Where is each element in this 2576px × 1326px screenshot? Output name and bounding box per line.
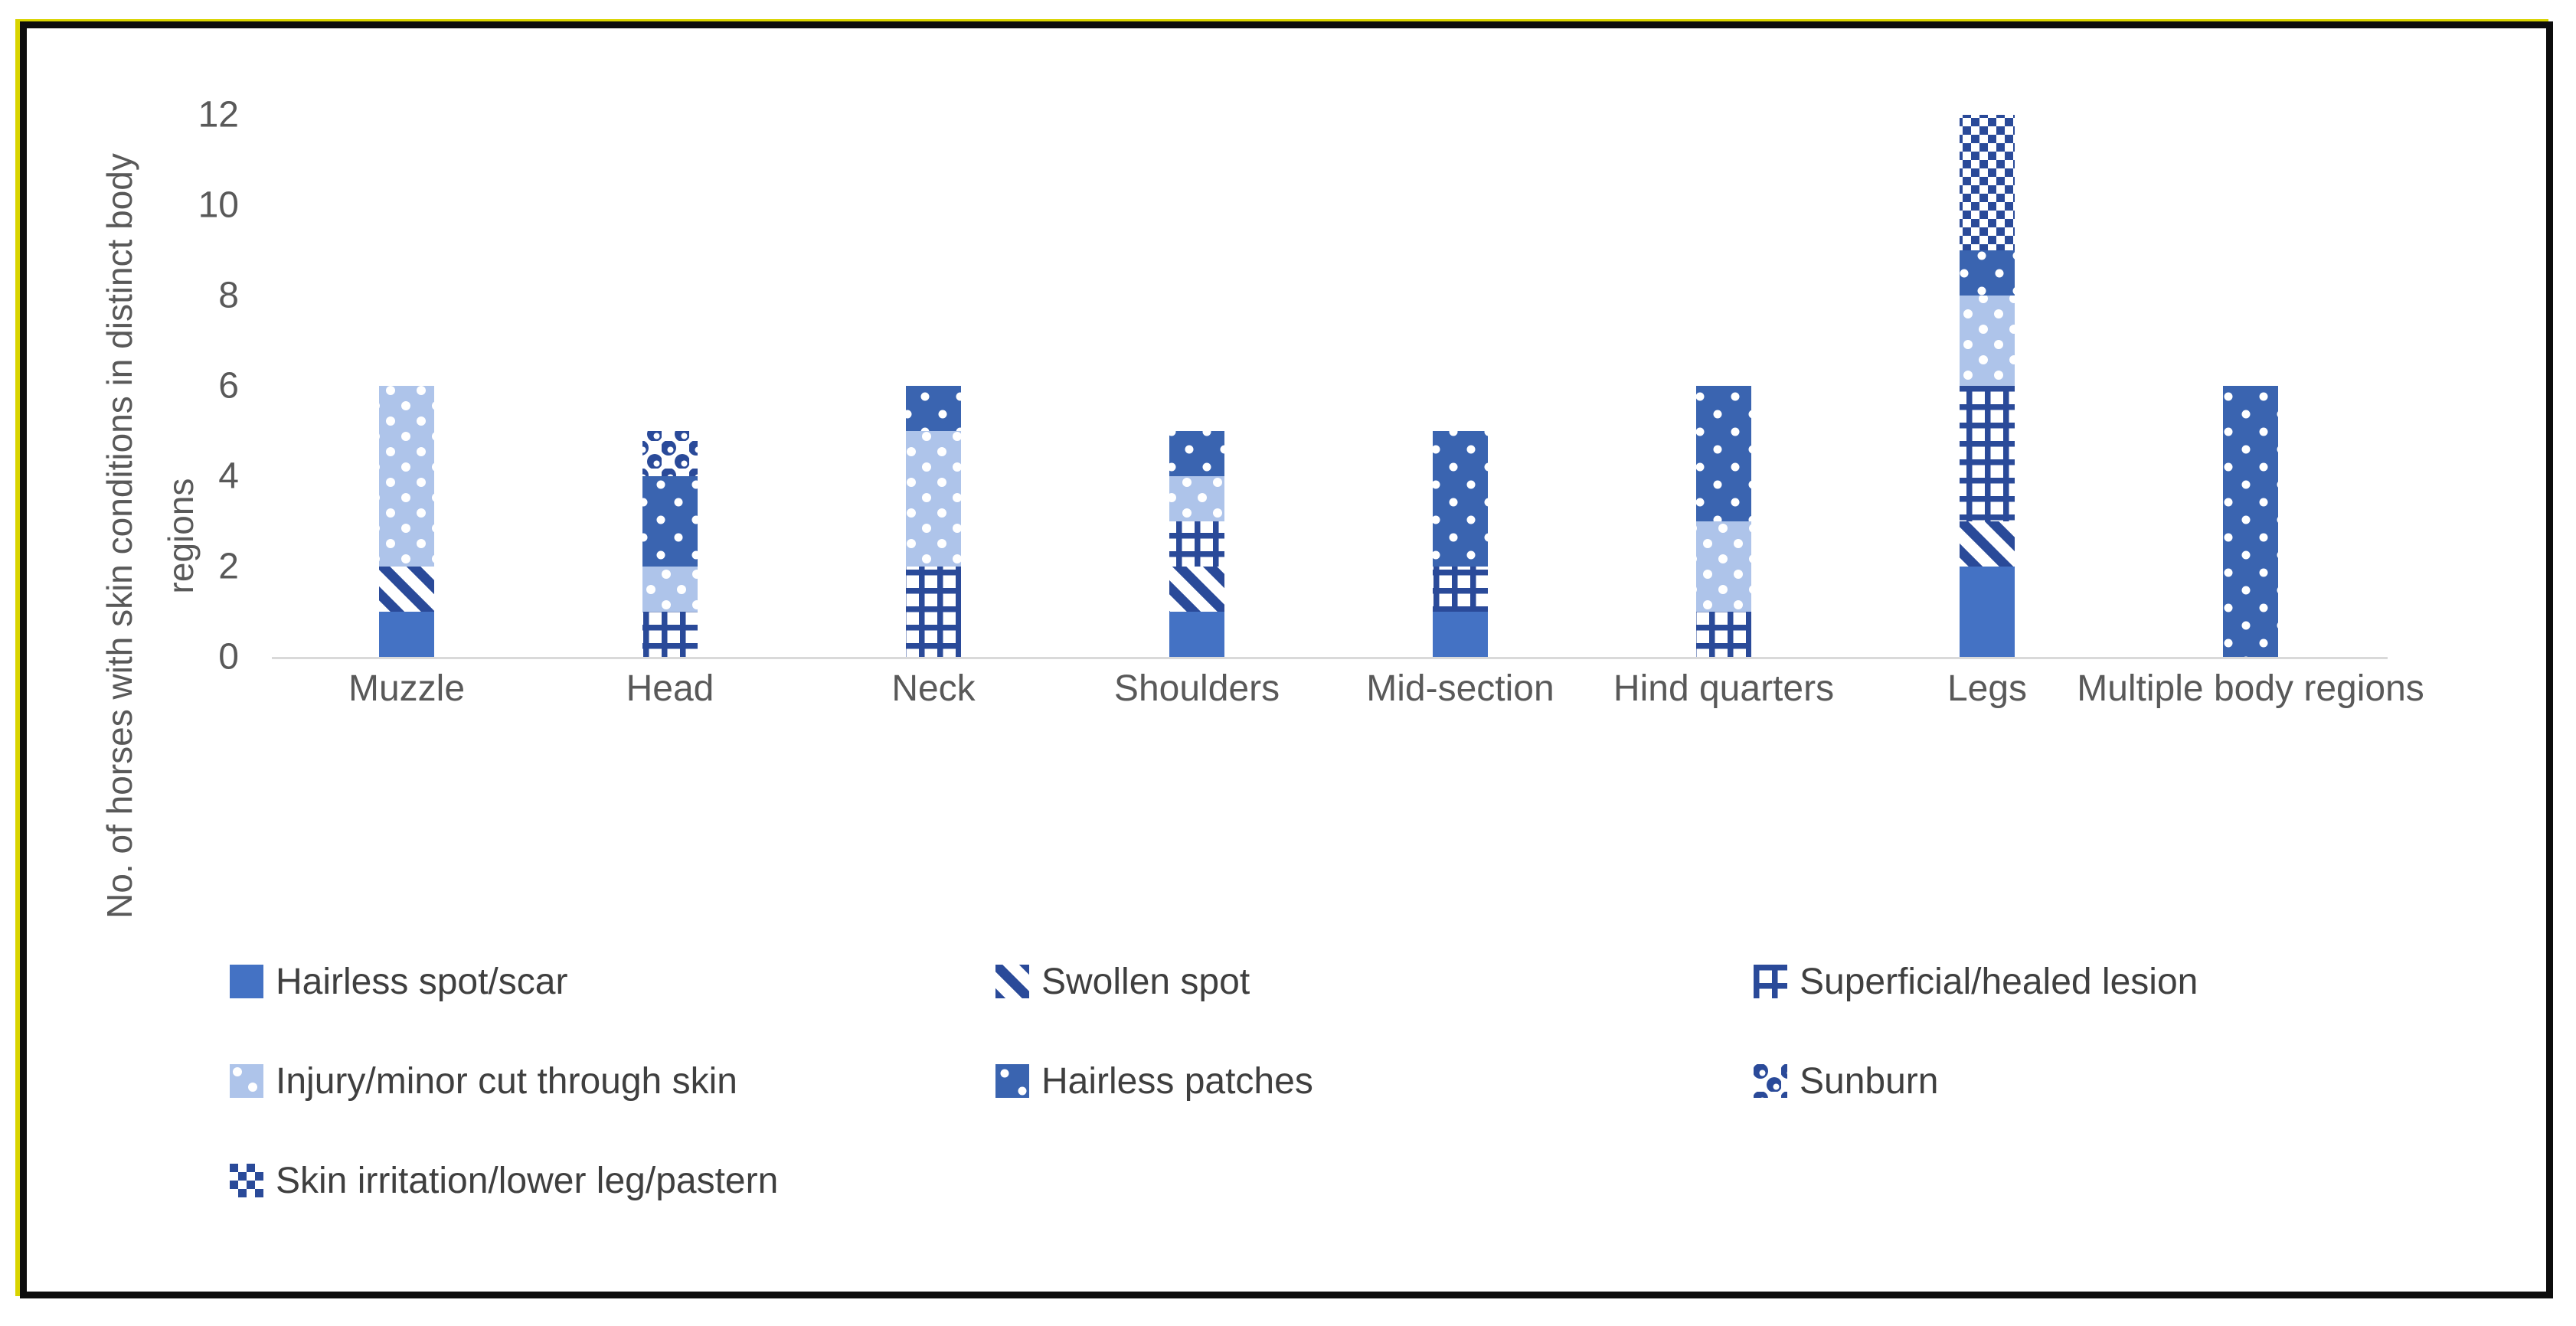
bar-segment-legs bbox=[1960, 521, 2015, 567]
bar-segment-hind-quarters bbox=[1696, 612, 1751, 657]
bar-segment-legs bbox=[1960, 250, 2015, 296]
bar-segment-head bbox=[642, 476, 698, 567]
bar-segment-mid-section bbox=[1433, 431, 1488, 567]
x-axis-labels: Muzzle Head Neck Shoulders Mid-section Hind q… bbox=[348, 668, 2424, 709]
bar-segment-neck bbox=[906, 386, 961, 431]
x-axis-label: Muzzle bbox=[348, 668, 465, 709]
bar-segment-shoulders bbox=[1169, 431, 1224, 476]
bar-segment-neck bbox=[906, 567, 961, 657]
bar-segment-neck bbox=[906, 431, 961, 567]
bar-segment-legs bbox=[1960, 567, 2015, 657]
bar-segment-muzzle bbox=[379, 567, 434, 612]
bar-segment-legs bbox=[1960, 115, 2015, 250]
y-tick-label: 2 bbox=[218, 547, 239, 587]
bar-segment-head bbox=[642, 567, 698, 612]
bars bbox=[379, 115, 2278, 657]
bar-segment-shoulders bbox=[1169, 612, 1224, 657]
bar-segment-multiple-body-regions bbox=[2223, 386, 2278, 657]
bar-segment-shoulders bbox=[1169, 476, 1224, 521]
bar-segment-head bbox=[642, 431, 698, 476]
bar-segment-head bbox=[642, 612, 698, 657]
y-tick-label: 4 bbox=[218, 456, 239, 497]
bar-segment-hind-quarters bbox=[1696, 521, 1751, 612]
x-axis-label: Multiple body regions bbox=[2077, 668, 2424, 709]
bar-segment-legs bbox=[1960, 296, 2015, 386]
x-axis-label: Legs bbox=[1947, 668, 2027, 709]
y-tick-label: 6 bbox=[218, 366, 239, 407]
bar-segment-mid-section bbox=[1433, 612, 1488, 657]
y-axis: 0 2 4 6 8 10 12 bbox=[198, 95, 2388, 678]
y-tick-label: 10 bbox=[198, 185, 239, 226]
x-axis-label: Neck bbox=[891, 668, 976, 709]
bar-segment-shoulders bbox=[1169, 567, 1224, 612]
bar-segment-hind-quarters bbox=[1696, 386, 1751, 521]
x-axis-label: Head bbox=[626, 668, 714, 709]
x-axis-label: Shoulders bbox=[1114, 668, 1280, 709]
bar-segment-mid-section bbox=[1433, 567, 1488, 612]
bar-segment-muzzle bbox=[379, 612, 434, 657]
y-tick-label: 8 bbox=[218, 276, 239, 316]
x-axis-label: Hind quarters bbox=[1613, 668, 1834, 709]
y-axis-title: No. of horses with skin conditions in di… bbox=[100, 153, 201, 919]
bar-segment-shoulders bbox=[1169, 521, 1224, 567]
y-tick-label: 0 bbox=[218, 637, 239, 678]
y-tick-label: 12 bbox=[198, 95, 239, 136]
bar-segment-legs bbox=[1960, 386, 2015, 521]
y-axis-title-text: No. of horses with skin conditions in di… bbox=[100, 153, 201, 919]
chart-frame bbox=[20, 21, 2553, 1298]
bar-segment-muzzle bbox=[379, 386, 434, 567]
x-axis-label: Mid-section bbox=[1366, 668, 1554, 709]
